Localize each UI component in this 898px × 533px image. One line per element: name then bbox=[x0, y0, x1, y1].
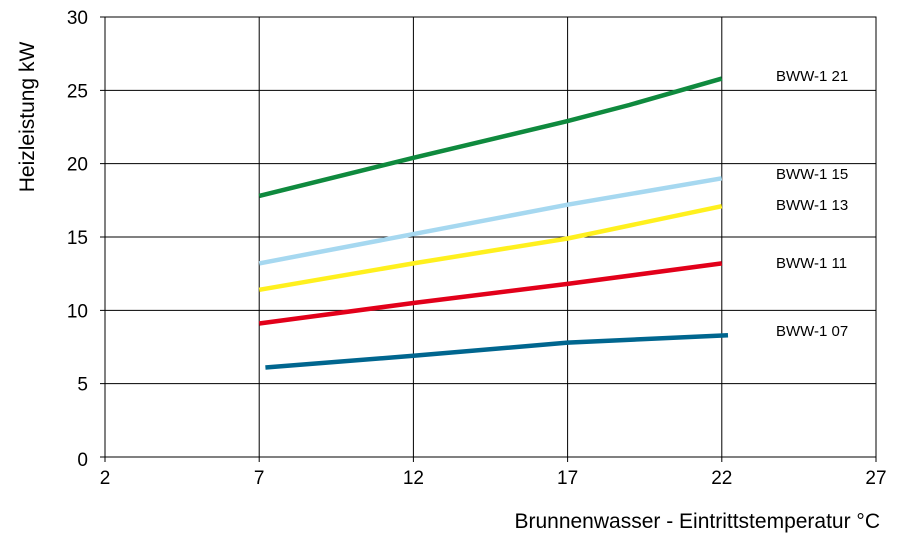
y-axis-ticks: 0 5 10 15 20 25 30 bbox=[67, 8, 88, 471]
series-line-bww-1-21 bbox=[259, 79, 722, 196]
y-tick-label: 15 bbox=[67, 228, 88, 249]
y-tick-label: 0 bbox=[77, 450, 88, 471]
series-label: BWW-1 11 bbox=[776, 255, 847, 272]
x-tick-label: 12 bbox=[403, 468, 424, 489]
y-axis-title: Heizleistung kW bbox=[16, 42, 39, 193]
y-tick-label: 10 bbox=[67, 301, 88, 322]
series-lines bbox=[259, 79, 728, 368]
series-labels: BWW-1 21 BWW-1 15 BWW-1 13 BWW-1 11 BWW-1 07 bbox=[776, 68, 848, 340]
x-tick-label: 22 bbox=[711, 468, 732, 489]
x-axis-title: Brunnenwasser - Eintrittstemperatur °C bbox=[514, 510, 880, 533]
series-line-bww-1-07 bbox=[265, 335, 728, 367]
grid bbox=[100, 17, 876, 462]
y-tick-label: 30 bbox=[67, 8, 88, 29]
series-label: BWW-1 07 bbox=[776, 323, 848, 340]
series-label: BWW-1 13 bbox=[776, 197, 848, 214]
y-tick-label: 25 bbox=[67, 81, 88, 102]
x-tick-label: 7 bbox=[254, 468, 265, 489]
x-tick-label: 2 bbox=[100, 468, 111, 489]
x-axis-ticks: 2 7 12 17 22 27 bbox=[100, 468, 887, 489]
x-tick-label: 17 bbox=[557, 468, 578, 489]
x-tick-label: 27 bbox=[865, 468, 886, 489]
series-label: BWW-1 21 bbox=[776, 68, 848, 85]
y-tick-label: 20 bbox=[67, 155, 88, 176]
series-label: BWW-1 15 bbox=[776, 166, 848, 183]
series-line-bww-1-11 bbox=[259, 263, 722, 323]
y-tick-label: 5 bbox=[77, 375, 88, 396]
